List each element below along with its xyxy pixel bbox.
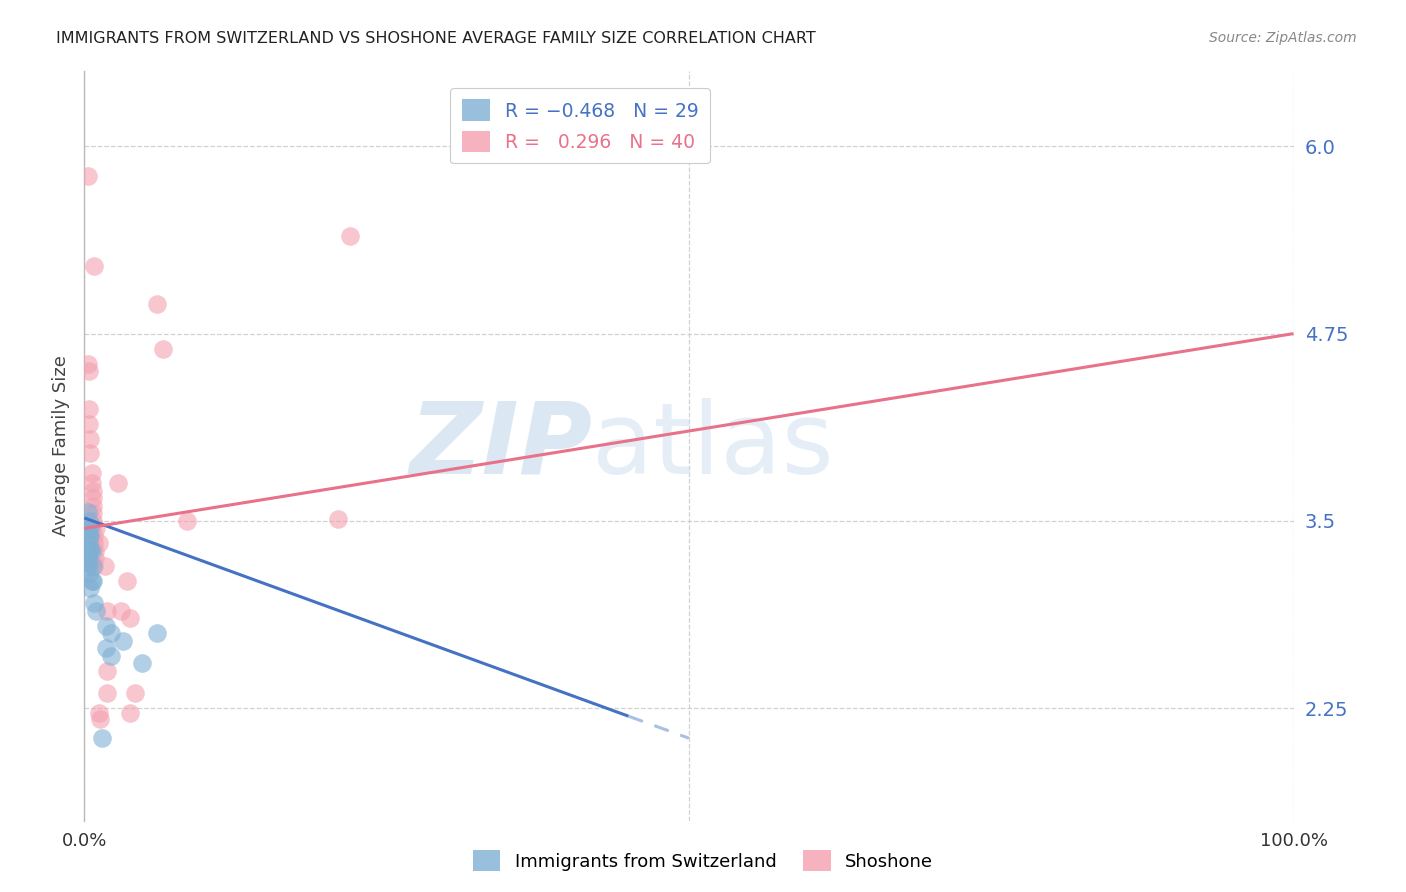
- Point: [96, 664, 118, 678]
- Point: [120, 706, 142, 720]
- Point: [77, 544, 100, 558]
- Text: ZIP: ZIP: [409, 398, 592, 494]
- Point: [94, 641, 117, 656]
- Point: [146, 296, 169, 310]
- Point: [146, 626, 169, 640]
- Point: [77, 505, 100, 519]
- Point: [94, 619, 117, 633]
- Point: [77, 417, 100, 431]
- Text: atlas: atlas: [592, 398, 834, 494]
- Legend: Immigrants from Switzerland, Shoshone: Immigrants from Switzerland, Shoshone: [465, 843, 941, 879]
- Point: [77, 169, 100, 184]
- Point: [87, 706, 110, 720]
- Point: [91, 731, 114, 746]
- Point: [77, 364, 100, 378]
- Point: [79, 529, 101, 543]
- Point: [82, 491, 104, 506]
- Point: [82, 483, 104, 498]
- Point: [82, 574, 104, 588]
- Point: [86, 521, 108, 535]
- Point: [87, 536, 110, 550]
- Point: [80, 574, 103, 588]
- Point: [77, 558, 100, 573]
- Point: [77, 556, 100, 570]
- Point: [339, 229, 361, 244]
- Point: [83, 558, 105, 573]
- Point: [96, 686, 118, 700]
- Point: [79, 544, 101, 558]
- Point: [80, 544, 103, 558]
- Point: [77, 551, 100, 566]
- Point: [100, 626, 122, 640]
- Legend: R = −0.468   N = 29, R =   0.296   N = 40: R = −0.468 N = 29, R = 0.296 N = 40: [450, 88, 710, 163]
- Point: [80, 476, 103, 491]
- Point: [94, 558, 117, 573]
- Point: [83, 596, 105, 610]
- Point: [77, 357, 100, 371]
- Point: [80, 521, 103, 535]
- Point: [83, 529, 105, 543]
- Point: [120, 611, 142, 625]
- Point: [83, 536, 105, 550]
- Point: [84, 544, 107, 558]
- Point: [82, 499, 104, 513]
- Point: [79, 446, 101, 460]
- Point: [77, 514, 100, 528]
- Point: [112, 633, 135, 648]
- Point: [77, 566, 100, 581]
- Point: [79, 521, 101, 535]
- Point: [83, 259, 105, 273]
- Point: [79, 582, 101, 596]
- Point: [77, 523, 100, 537]
- Point: [77, 529, 100, 543]
- Point: [124, 686, 146, 700]
- Point: [131, 657, 153, 671]
- Point: [115, 574, 138, 588]
- Point: [89, 712, 111, 726]
- Point: [100, 648, 122, 663]
- Point: [86, 604, 108, 618]
- Text: IMMIGRANTS FROM SWITZERLAND VS SHOSHONE AVERAGE FAMILY SIZE CORRELATION CHART: IMMIGRANTS FROM SWITZERLAND VS SHOSHONE …: [56, 31, 815, 46]
- Point: [82, 514, 104, 528]
- Y-axis label: Average Family Size: Average Family Size: [52, 356, 70, 536]
- Text: Source: ZipAtlas.com: Source: ZipAtlas.com: [1209, 31, 1357, 45]
- Point: [152, 342, 174, 356]
- Point: [77, 536, 100, 550]
- Point: [77, 541, 100, 555]
- Point: [110, 604, 132, 618]
- Point: [77, 401, 100, 416]
- Point: [82, 507, 104, 521]
- Point: [84, 551, 107, 566]
- Point: [96, 604, 118, 618]
- Point: [176, 514, 198, 528]
- Point: [82, 558, 104, 573]
- Point: [80, 466, 103, 480]
- Point: [328, 512, 350, 526]
- Point: [79, 432, 101, 446]
- Point: [107, 476, 129, 491]
